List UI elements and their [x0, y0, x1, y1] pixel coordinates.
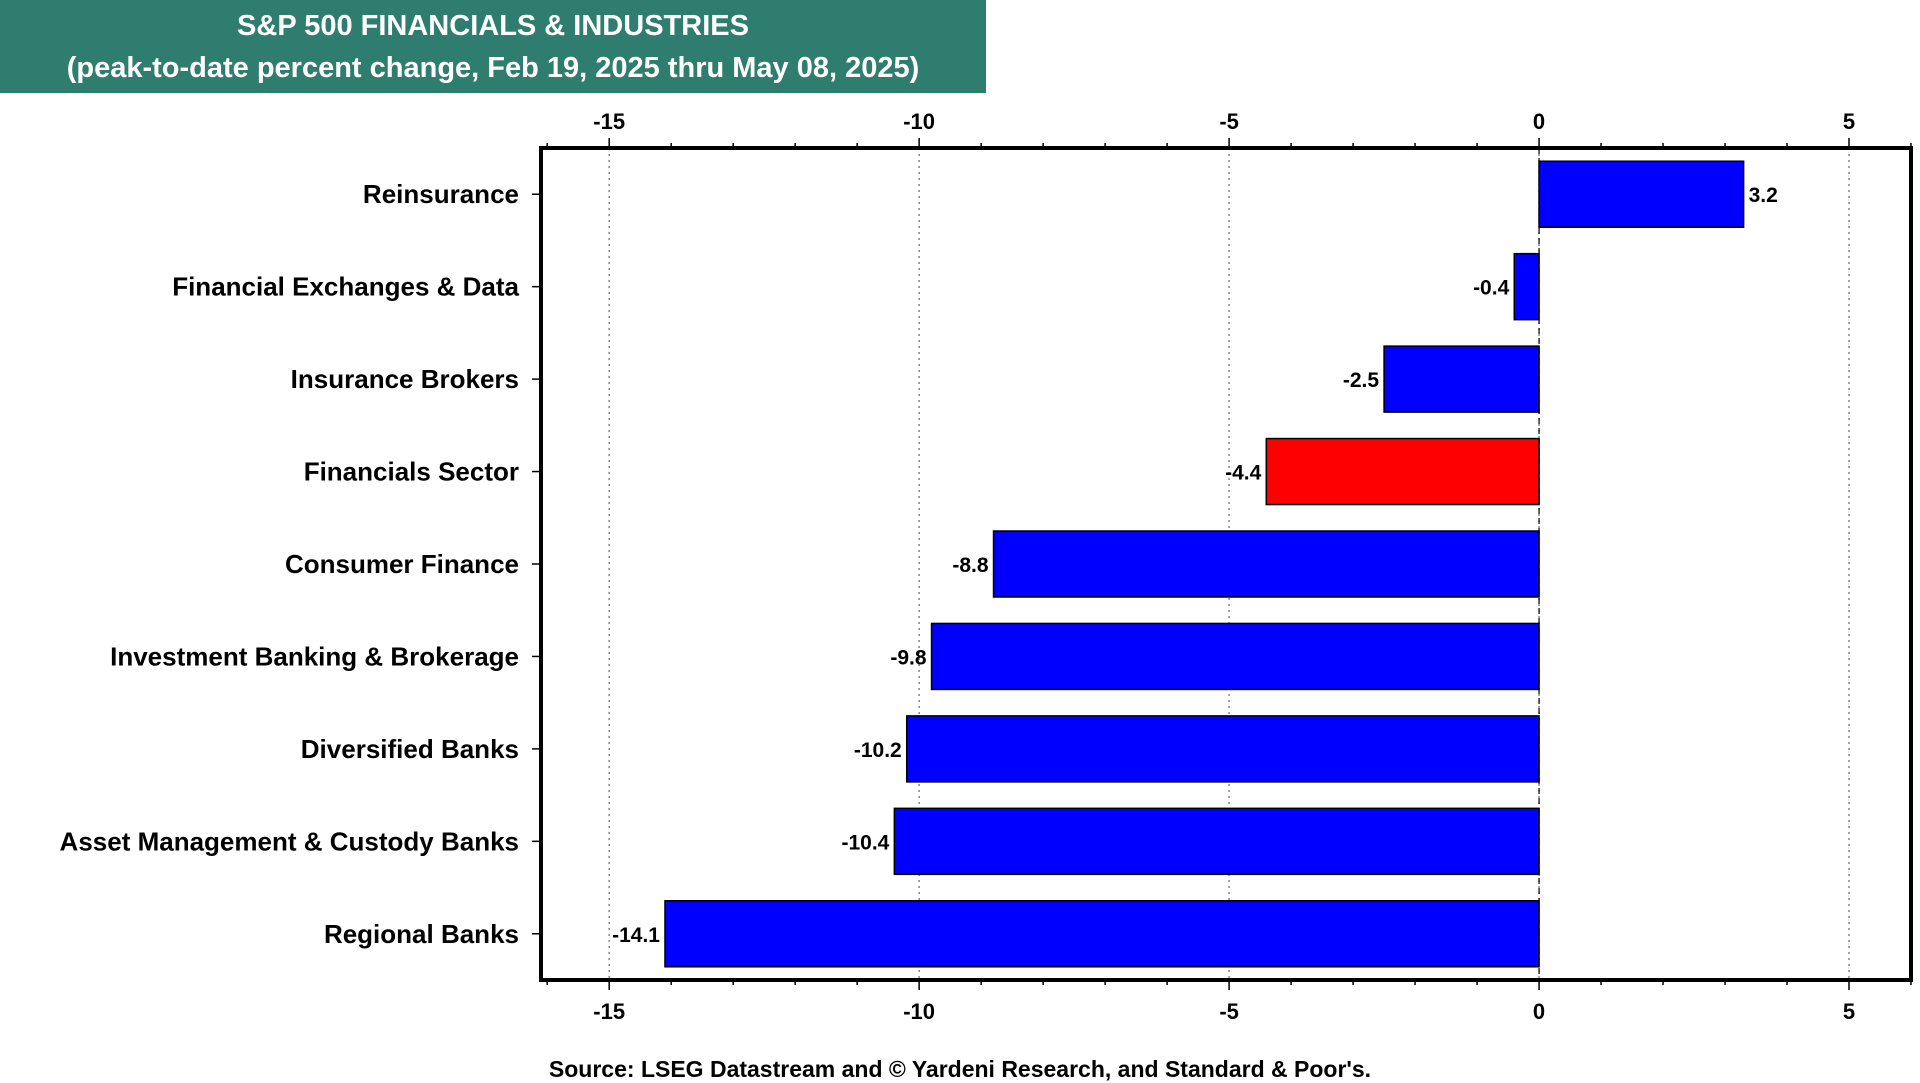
bar	[893, 807, 1540, 876]
chart-subtitle: (peak-to-date percent change, Feb 19, 20…	[66, 51, 920, 84]
x-tick-label-bottom: 5	[1843, 999, 1855, 1024]
data-label: -8.8	[952, 554, 989, 577]
category-label: Financial Exchanges & Data	[172, 272, 519, 302]
data-label: -14.1	[612, 924, 660, 947]
data-label: 3.2	[1749, 184, 1778, 207]
bar	[1265, 437, 1540, 506]
category-label: Regional Banks	[324, 919, 519, 949]
plot-frame	[539, 146, 1913, 982]
category-label: Reinsurance	[363, 179, 519, 209]
category-label: Diversified Banks	[301, 734, 519, 764]
bar	[930, 622, 1540, 691]
bar	[1383, 345, 1540, 413]
chart-title-box: S&P 500 FINANCIALS & INDUSTRIES (peak-to…	[0, 0, 986, 93]
x-tick-label-bottom: 0	[1533, 999, 1545, 1024]
bar	[1513, 252, 1540, 321]
category-label: Insurance Brokers	[291, 364, 519, 394]
category-label: Consumer Finance	[285, 549, 519, 579]
x-tick-label-top: -10	[903, 109, 935, 134]
bar	[1538, 160, 1745, 228]
data-label: -9.8	[890, 646, 927, 669]
bar	[664, 900, 1540, 968]
x-tick-label-top: -15	[593, 109, 625, 134]
x-tick-label-bottom: -10	[903, 999, 935, 1024]
bar	[905, 715, 1540, 783]
data-label: -0.4	[1473, 277, 1510, 300]
x-tick-label-top: 5	[1843, 109, 1855, 134]
category-label: Asset Management & Custody Banks	[60, 826, 519, 856]
data-label: -4.4	[1225, 462, 1262, 485]
category-label: Financials Sector	[304, 457, 519, 487]
data-label: -2.5	[1343, 369, 1380, 392]
x-tick-label-bottom: -15	[593, 999, 625, 1024]
bar	[992, 530, 1540, 598]
x-tick-label-top: -5	[1219, 109, 1239, 134]
x-tick-label-bottom: -5	[1219, 999, 1239, 1024]
category-label: Investment Banking & Brokerage	[110, 641, 519, 671]
data-label: -10.2	[854, 739, 902, 762]
source-note: Source: LSEG Datastream and © Yardeni Re…	[548, 1056, 1372, 1082]
x-tick-label-top: 0	[1533, 109, 1545, 134]
chart-title: S&P 500 FINANCIALS & INDUSTRIES	[237, 9, 749, 42]
data-label: -10.4	[841, 831, 889, 854]
